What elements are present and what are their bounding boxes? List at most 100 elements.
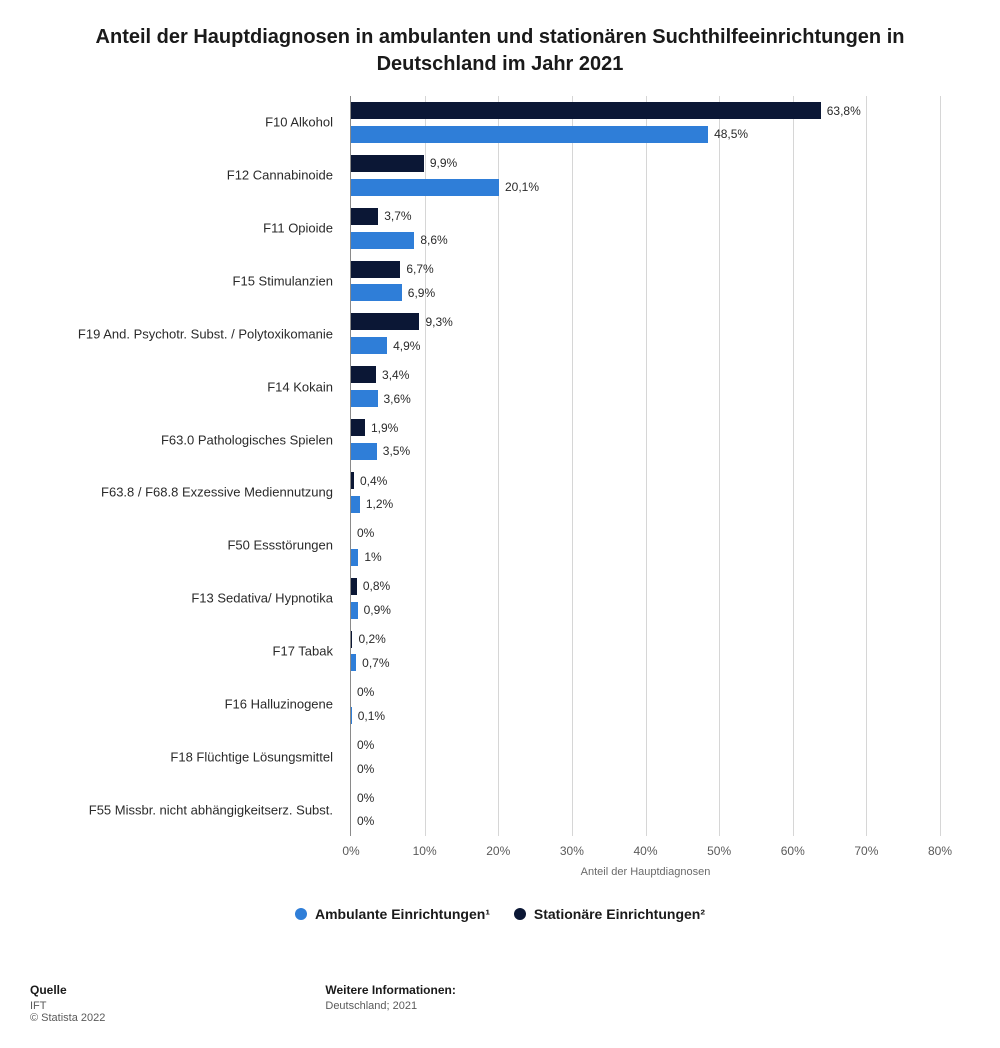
footer-source: Quelle IFT © Statista 2022	[30, 983, 105, 1024]
category-label: F13 Sedativa/ Hypnotika	[31, 591, 341, 606]
category-row: F15 Stimulanzien6,7%6,9%	[351, 255, 940, 308]
bar-value-stationaer: 1,9%	[371, 421, 398, 435]
category-label: F15 Stimulanzien	[31, 273, 341, 288]
category-label: F19 And. Psychotr. Subst. / Polytoxikoma…	[31, 326, 341, 341]
category-label: F50 Essstörungen	[31, 538, 341, 553]
chart-container: Anteil der Hauptdiagnosen 0% 10% 20% 30% 40%…	[30, 96, 970, 876]
bar-value-stationaer: 63,8%	[827, 104, 861, 118]
category-row: F17 Tabak0,2%0,7%	[351, 625, 940, 678]
bar-stationaer: 9,3%	[351, 313, 419, 330]
bar-value-stationaer: 3,7%	[384, 209, 411, 223]
category-row: F63.0 Pathologisches Spielen1,9%3,5%	[351, 413, 940, 466]
chart-title: Anteil der Hauptdiagnosen in ambulanten …	[0, 0, 1000, 86]
bar-ambulant: 8,6%	[351, 232, 414, 249]
footer-source-line2: © Statista 2022	[30, 1012, 105, 1024]
bar-value-ambulant: 6,9%	[408, 286, 435, 300]
bar-value-stationaer: 0,2%	[358, 632, 385, 646]
bar-value-ambulant: 0,1%	[358, 709, 385, 723]
bar-value-stationaer: 0%	[357, 738, 374, 752]
bar-value-ambulant: 0%	[357, 762, 374, 776]
category-label: F10 Alkohol	[31, 115, 341, 130]
bar-value-stationaer: 9,9%	[430, 156, 457, 170]
bar-ambulant: 6,9%	[351, 284, 402, 301]
category-row: F18 Flüchtige Lösungsmittel0%0%	[351, 730, 940, 783]
category-row: F19 And. Psychotr. Subst. / Polytoxikoma…	[351, 307, 940, 360]
category-row: F50 Essstörungen0%1%	[351, 519, 940, 572]
footer-info-line1: Deutschland; 2021	[325, 1000, 455, 1012]
bar-stationaer: 63,8%	[351, 102, 821, 119]
category-label: F16 Halluzinogene	[31, 696, 341, 711]
category-label: F18 Flüchtige Lösungsmittel	[31, 749, 341, 764]
bar-stationaer: 0,4%	[351, 472, 354, 489]
bar-value-ambulant: 8,6%	[420, 233, 447, 247]
bar-stationaer: 3,7%	[351, 208, 378, 225]
x-tick-label: 40%	[633, 844, 657, 858]
x-tick-label: 60%	[781, 844, 805, 858]
x-tick-label: 70%	[854, 844, 878, 858]
bar-value-ambulant: 4,9%	[393, 339, 420, 353]
bar-ambulant: 1,2%	[351, 496, 360, 513]
category-label: F55 Missbr. nicht abhängigkeitserz. Subs…	[31, 802, 341, 817]
legend-item-ambulant: Ambulante Einrichtungen¹	[295, 906, 490, 922]
bar-ambulant: 1%	[351, 549, 358, 566]
bar-ambulant: 0,9%	[351, 602, 358, 619]
x-tick-label: 80%	[928, 844, 952, 858]
bar-stationaer: 9,9%	[351, 155, 424, 172]
category-label: F63.8 / F68.8 Exzessive Mediennutzung	[31, 485, 341, 500]
category-row: F16 Halluzinogene0%0,1%	[351, 677, 940, 730]
bar-stationaer: 3,4%	[351, 366, 376, 383]
bar-value-stationaer: 9,3%	[425, 315, 452, 329]
bar-value-ambulant: 20,1%	[505, 180, 539, 194]
category-row: F55 Missbr. nicht abhängigkeitserz. Subs…	[351, 783, 940, 836]
bar-value-ambulant: 0%	[357, 814, 374, 828]
bar-value-ambulant: 3,6%	[384, 392, 411, 406]
category-label: F14 Kokain	[31, 379, 341, 394]
x-tick-label: 30%	[560, 844, 584, 858]
bar-value-ambulant: 3,5%	[383, 444, 410, 458]
footer-source-header: Quelle	[30, 983, 105, 997]
bar-value-ambulant: 0,9%	[364, 603, 391, 617]
x-tick-label: 20%	[486, 844, 510, 858]
x-tick-label: 0%	[342, 844, 359, 858]
legend-swatch-stationaer	[514, 908, 526, 920]
x-tick-label: 50%	[707, 844, 731, 858]
legend-label-stationaer: Stationäre Einrichtungen²	[534, 906, 705, 922]
x-tick-label: 10%	[413, 844, 437, 858]
bar-stationaer: 0,8%	[351, 578, 357, 595]
bar-ambulant: 0,7%	[351, 654, 356, 671]
bar-value-stationaer: 6,7%	[406, 262, 433, 276]
bar-ambulant: 0,1%	[351, 707, 352, 724]
bar-value-ambulant: 1,2%	[366, 497, 393, 511]
bar-value-stationaer: 0,4%	[360, 474, 387, 488]
bar-stationaer: 0,2%	[351, 631, 352, 648]
category-label: F63.0 Pathologisches Spielen	[31, 432, 341, 447]
footer-info-header: Weitere Informationen:	[325, 983, 455, 997]
category-label: F11 Opioide	[31, 221, 341, 236]
legend-swatch-ambulant	[295, 908, 307, 920]
category-row: F11 Opioide3,7%8,6%	[351, 202, 940, 255]
bar-value-stationaer: 0%	[357, 526, 374, 540]
category-row: F12 Cannabinoide9,9%20,1%	[351, 149, 940, 202]
bar-value-ambulant: 48,5%	[714, 127, 748, 141]
bar-ambulant: 48,5%	[351, 126, 708, 143]
bar-value-ambulant: 1%	[364, 550, 381, 564]
bar-stationaer: 1,9%	[351, 419, 365, 436]
bar-value-stationaer: 3,4%	[382, 368, 409, 382]
bar-value-stationaer: 0%	[357, 791, 374, 805]
category-label: F12 Cannabinoide	[31, 168, 341, 183]
category-label: F17 Tabak	[31, 643, 341, 658]
plot-area: Anteil der Hauptdiagnosen 0%10%20%30%40%…	[350, 96, 940, 836]
category-row: F13 Sedativa/ Hypnotika0,8%0,9%	[351, 572, 940, 625]
category-row: F63.8 / F68.8 Exzessive Mediennutzung0,4…	[351, 466, 940, 519]
x-axis-label: Anteil der Hauptdiagnosen	[581, 866, 711, 878]
category-row: F14 Kokain3,4%3,6%	[351, 360, 940, 413]
category-row: F10 Alkohol63,8%48,5%	[351, 96, 940, 149]
bar-ambulant: 20,1%	[351, 179, 499, 196]
bar-value-stationaer: 0,8%	[363, 579, 390, 593]
legend: Ambulante Einrichtungen¹ Stationäre Einr…	[0, 906, 1000, 923]
footer-source-line1: IFT	[30, 1000, 105, 1012]
bar-ambulant: 3,5%	[351, 443, 377, 460]
bar-value-ambulant: 0,7%	[362, 656, 389, 670]
bar-stationaer: 6,7%	[351, 261, 400, 278]
bar-value-stationaer: 0%	[357, 685, 374, 699]
